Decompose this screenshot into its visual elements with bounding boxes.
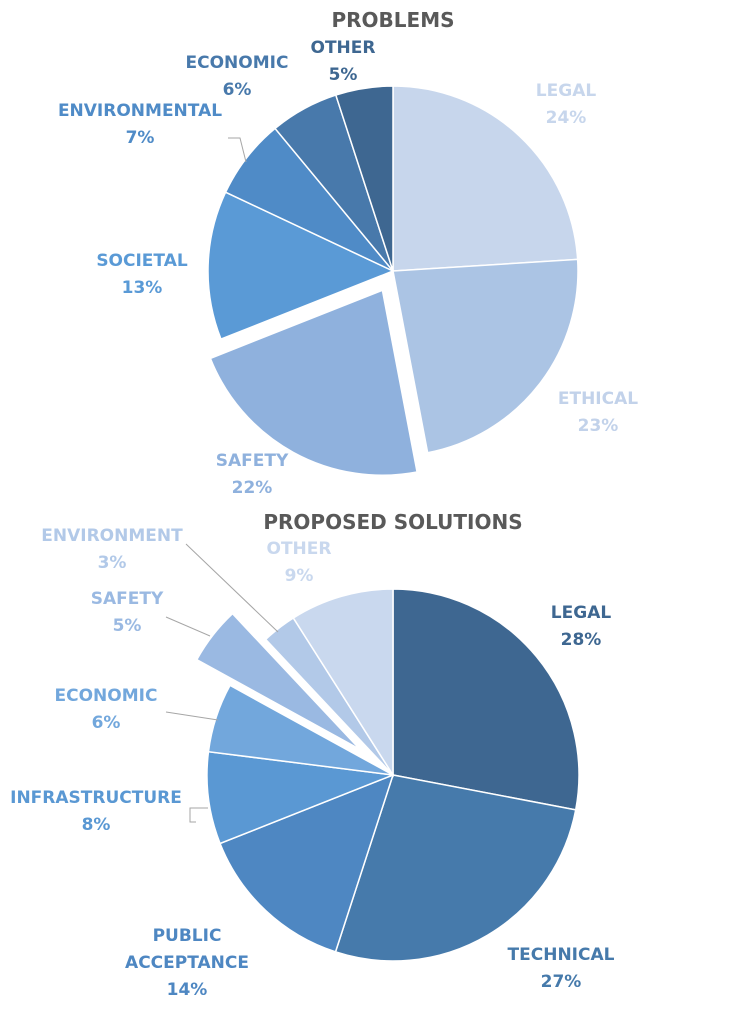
data-label-value-public-acceptance: 14%	[167, 980, 208, 1000]
pie-slice-legal	[392, 85, 579, 272]
data-label-value-ethical: 23%	[578, 416, 619, 436]
leader-line-economic	[165, 711, 219, 721]
data-label-environment: ENVIRONMENT	[41, 526, 183, 546]
pie-slice-safety	[195, 612, 361, 750]
data-label-safety: SAFETY	[91, 589, 164, 609]
pie-problems: LEGAL 24% ETHICAL 23% SAFETY 22% SOCIETAL 13% EN…	[58, 38, 638, 498]
pie-proposed-solutions: LEGAL 28% TECHNICAL 27% PUBLIC ACCEPTANCE 14% I…	[10, 526, 614, 1000]
data-label-value-legal: 24%	[546, 108, 587, 128]
data-label-value-safety: 5%	[113, 616, 142, 636]
data-label-value-other: 5%	[329, 65, 358, 85]
data-label-public-acceptance: PUBLIC	[153, 926, 222, 946]
data-label-infrastructure: INFRASTRUCTURE	[10, 788, 182, 808]
data-label-value-safety: 22%	[232, 478, 273, 498]
pie-slice-other	[334, 85, 394, 272]
pie-slice-economic	[207, 684, 394, 776]
chart-title-problems: PROBLEMS	[331, 8, 454, 32]
leader-line-environment	[185, 543, 279, 633]
data-label-economic: ECONOMIC	[186, 53, 289, 73]
data-label-value-economic: 6%	[223, 80, 252, 100]
pie-slice-safety	[209, 289, 418, 477]
leader-line-infrastructure	[189, 807, 208, 823]
leader-line-environmental	[228, 137, 247, 163]
data-label-societal: SOCIETAL	[96, 251, 188, 271]
leader-line-safety	[165, 616, 211, 637]
pie-slice-technical	[334, 774, 577, 962]
data-label-safety: SAFETY	[216, 451, 289, 471]
data-label-legal: LEGAL	[536, 81, 597, 101]
data-label-value-environmental: 7%	[126, 128, 155, 148]
data-label-value-technical: 27%	[541, 972, 582, 992]
data-label-value-environment: 3%	[98, 553, 127, 573]
data-label-value-other: 9%	[285, 566, 314, 586]
data-label-public-acceptance: ACCEPTANCE	[125, 953, 249, 973]
data-label-economic: ECONOMIC	[55, 686, 158, 706]
data-label-legal: LEGAL	[551, 603, 612, 623]
data-label-value-societal: 13%	[122, 278, 163, 298]
pie-slice-infrastructure	[206, 750, 394, 845]
pie-slice-public-acceptance	[219, 773, 395, 953]
data-label-ethical: ETHICAL	[558, 389, 638, 409]
data-label-technical: TECHNICAL	[508, 945, 615, 965]
data-label-value-infrastructure: 8%	[82, 815, 111, 835]
data-label-value-legal: 28%	[561, 630, 602, 650]
pie-slice-societal	[207, 191, 395, 341]
chart-title-proposed-solutions: PROPOSED SOLUTIONS	[263, 510, 522, 534]
pie-slice-ethical	[392, 258, 579, 454]
pie-slice-other	[292, 588, 394, 778]
data-label-other: OTHER	[311, 38, 376, 58]
pie-slice-legal	[392, 588, 580, 811]
data-label-environmental: ENVIRONMENTAL	[58, 101, 222, 121]
data-label-value-economic: 6%	[92, 713, 121, 733]
data-label-other: OTHER	[267, 539, 332, 559]
